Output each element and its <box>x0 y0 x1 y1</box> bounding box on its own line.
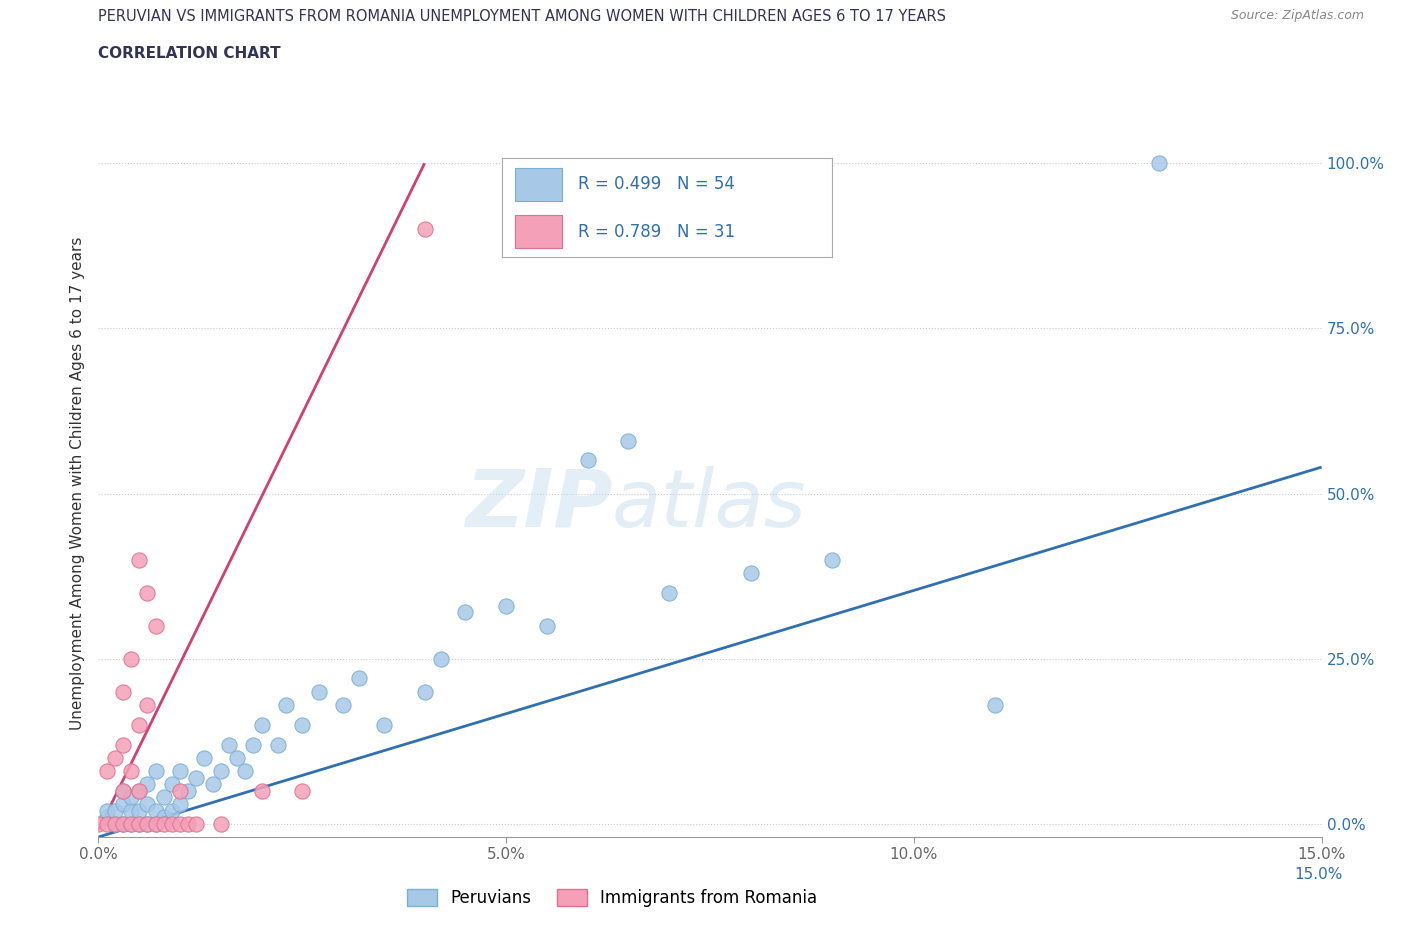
Point <box>413 684 436 699</box>
Point <box>136 796 159 811</box>
Point <box>152 790 174 804</box>
Point <box>209 764 232 778</box>
Point <box>136 698 159 712</box>
Point <box>120 764 142 778</box>
Point <box>984 698 1007 712</box>
Point <box>291 717 314 732</box>
Point <box>111 737 134 752</box>
Point <box>454 605 477 620</box>
Point <box>349 671 371 686</box>
Point <box>495 598 517 613</box>
Point <box>120 817 142 831</box>
Point <box>128 817 150 831</box>
Point <box>96 817 118 831</box>
Point <box>128 783 150 798</box>
Point <box>96 810 118 825</box>
Point <box>96 804 118 818</box>
Point <box>308 684 330 699</box>
Point <box>145 817 167 831</box>
Point <box>160 777 183 791</box>
Point <box>111 817 134 831</box>
Point <box>233 764 256 778</box>
Point <box>218 737 240 752</box>
Point <box>152 810 174 825</box>
Text: R = 0.499   N = 54: R = 0.499 N = 54 <box>578 175 735 193</box>
Point <box>160 817 183 831</box>
Text: CORRELATION CHART: CORRELATION CHART <box>98 46 281 61</box>
Point <box>332 698 354 712</box>
Point <box>152 817 174 831</box>
Point <box>136 777 159 791</box>
Point <box>201 777 224 791</box>
Point <box>128 717 150 732</box>
Point <box>169 783 191 798</box>
Point <box>104 817 127 831</box>
Point <box>120 804 142 818</box>
Point <box>177 783 200 798</box>
Point <box>1147 156 1170 171</box>
Point <box>193 751 215 765</box>
Point <box>821 552 844 567</box>
Point <box>169 817 191 831</box>
Point <box>145 618 167 633</box>
Point <box>128 804 150 818</box>
Point <box>104 804 127 818</box>
Point <box>536 618 558 633</box>
Text: ZIP: ZIP <box>465 466 612 544</box>
Point <box>111 817 134 831</box>
FancyBboxPatch shape <box>515 168 561 201</box>
Point <box>104 817 127 831</box>
Point <box>111 783 134 798</box>
Point <box>576 453 599 468</box>
Point <box>177 817 200 831</box>
Legend: Peruvians, Immigrants from Romania: Peruvians, Immigrants from Romania <box>401 882 824 913</box>
Point <box>250 783 273 798</box>
Point <box>128 783 150 798</box>
Point <box>413 222 436 237</box>
Text: R = 0.789   N = 31: R = 0.789 N = 31 <box>578 222 735 241</box>
Point <box>209 817 232 831</box>
Point <box>274 698 297 712</box>
Point <box>250 717 273 732</box>
Point <box>136 817 159 831</box>
Text: Source: ZipAtlas.com: Source: ZipAtlas.com <box>1230 9 1364 22</box>
Point <box>145 817 167 831</box>
Point <box>120 651 142 666</box>
Point <box>120 790 142 804</box>
Point <box>87 817 110 831</box>
Point <box>128 817 150 831</box>
Point <box>373 717 395 732</box>
Point <box>617 433 640 448</box>
Point <box>136 817 159 831</box>
Point <box>96 764 118 778</box>
Point <box>160 804 183 818</box>
Point <box>136 585 159 600</box>
Point <box>291 783 314 798</box>
Point <box>111 684 134 699</box>
Point <box>145 804 167 818</box>
Point <box>658 585 681 600</box>
Point <box>120 817 142 831</box>
Text: atlas: atlas <box>612 466 807 544</box>
Point <box>186 817 208 831</box>
Point <box>104 751 127 765</box>
Text: PERUVIAN VS IMMIGRANTS FROM ROMANIA UNEMPLOYMENT AMONG WOMEN WITH CHILDREN AGES : PERUVIAN VS IMMIGRANTS FROM ROMANIA UNEM… <box>98 9 946 24</box>
Point <box>226 751 249 765</box>
Text: 15.0%: 15.0% <box>1295 867 1343 882</box>
Point <box>242 737 264 752</box>
Point <box>128 552 150 567</box>
Point <box>111 783 134 798</box>
Point <box>145 764 167 778</box>
Point <box>169 764 191 778</box>
Point <box>169 796 191 811</box>
Point <box>740 565 762 580</box>
Point <box>430 651 453 666</box>
Point <box>111 796 134 811</box>
Y-axis label: Unemployment Among Women with Children Ages 6 to 17 years: Unemployment Among Women with Children A… <box>70 237 86 730</box>
Point <box>267 737 290 752</box>
Point <box>186 770 208 785</box>
FancyBboxPatch shape <box>515 215 561 247</box>
